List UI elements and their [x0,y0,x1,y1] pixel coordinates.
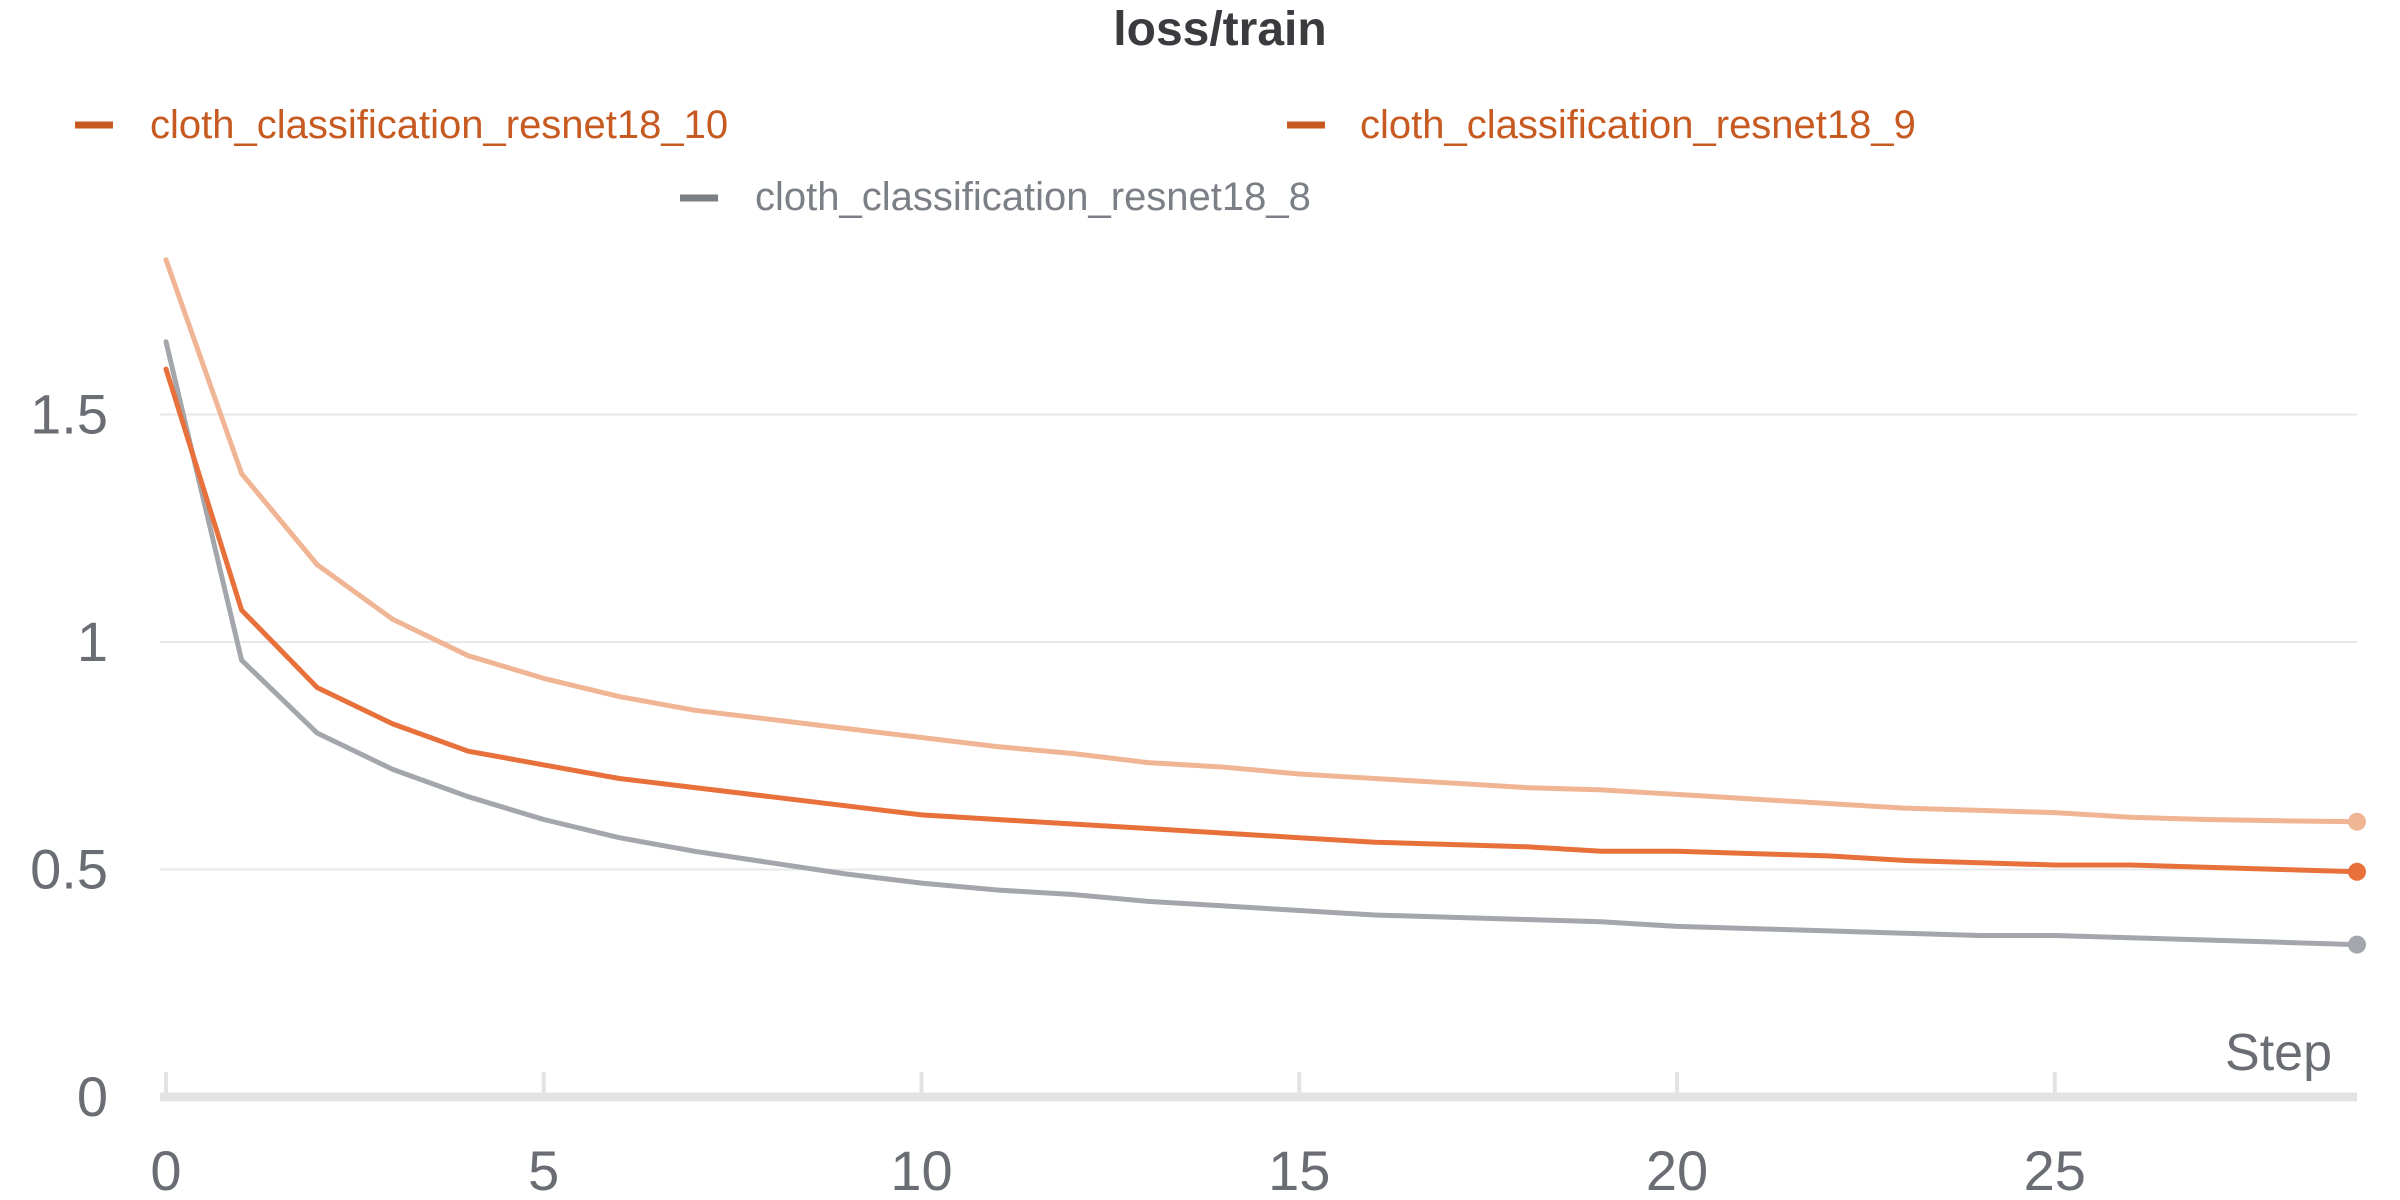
series-line-cloth_classification_resnet18_9[interactable] [163,257,2360,825]
y-tick-label: 0.5 [30,838,108,901]
series-line-cloth_classification_resnet18_8[interactable] [163,339,2360,948]
series-line-cloth_classification_resnet18_10[interactable] [163,366,2360,875]
legend-item-resnet18-10[interactable]: cloth_classification_resnet18_10 [75,103,728,147]
axes: 0 0.5 1 1.5 0 5 10 15 20 25 [30,383,2357,1200]
chart-title: loss/train [1113,3,1326,56]
series-endpoint-cloth_classification_resnet18_9 [2348,812,2366,831]
x-tick-label: 10 [890,1139,952,1200]
x-axis-label: Step [2225,1024,2332,1082]
x-tick-label: 0 [150,1139,181,1200]
x-tick-label: 5 [528,1139,559,1200]
x-tick-label: 25 [2024,1139,2086,1200]
series-lines [163,257,2366,954]
grid-lines [160,413,2357,871]
legend-item-resnet18-9[interactable]: cloth_classification_resnet18_9 [1287,103,1916,147]
legend[interactable]: cloth_classification_resnet18_10 cloth_c… [75,103,1916,219]
x-tick-label: 20 [1646,1139,1708,1200]
legend-label-resnet18-10: cloth_classification_resnet18_10 [150,103,728,147]
x-tick-label: 15 [1268,1139,1330,1200]
legend-label-resnet18-8: cloth_classification_resnet18_8 [755,175,1311,219]
series-endpoint-cloth_classification_resnet18_8 [2348,935,2366,954]
series-endpoint-cloth_classification_resnet18_10 [2348,862,2366,881]
y-tick-label: 1 [77,610,108,673]
y-tick-label: 1.5 [30,383,108,446]
legend-label-resnet18-9: cloth_classification_resnet18_9 [1360,103,1916,147]
legend-item-resnet18-8[interactable]: cloth_classification_resnet18_8 [680,175,1311,219]
y-tick-label: 0 [77,1065,108,1128]
